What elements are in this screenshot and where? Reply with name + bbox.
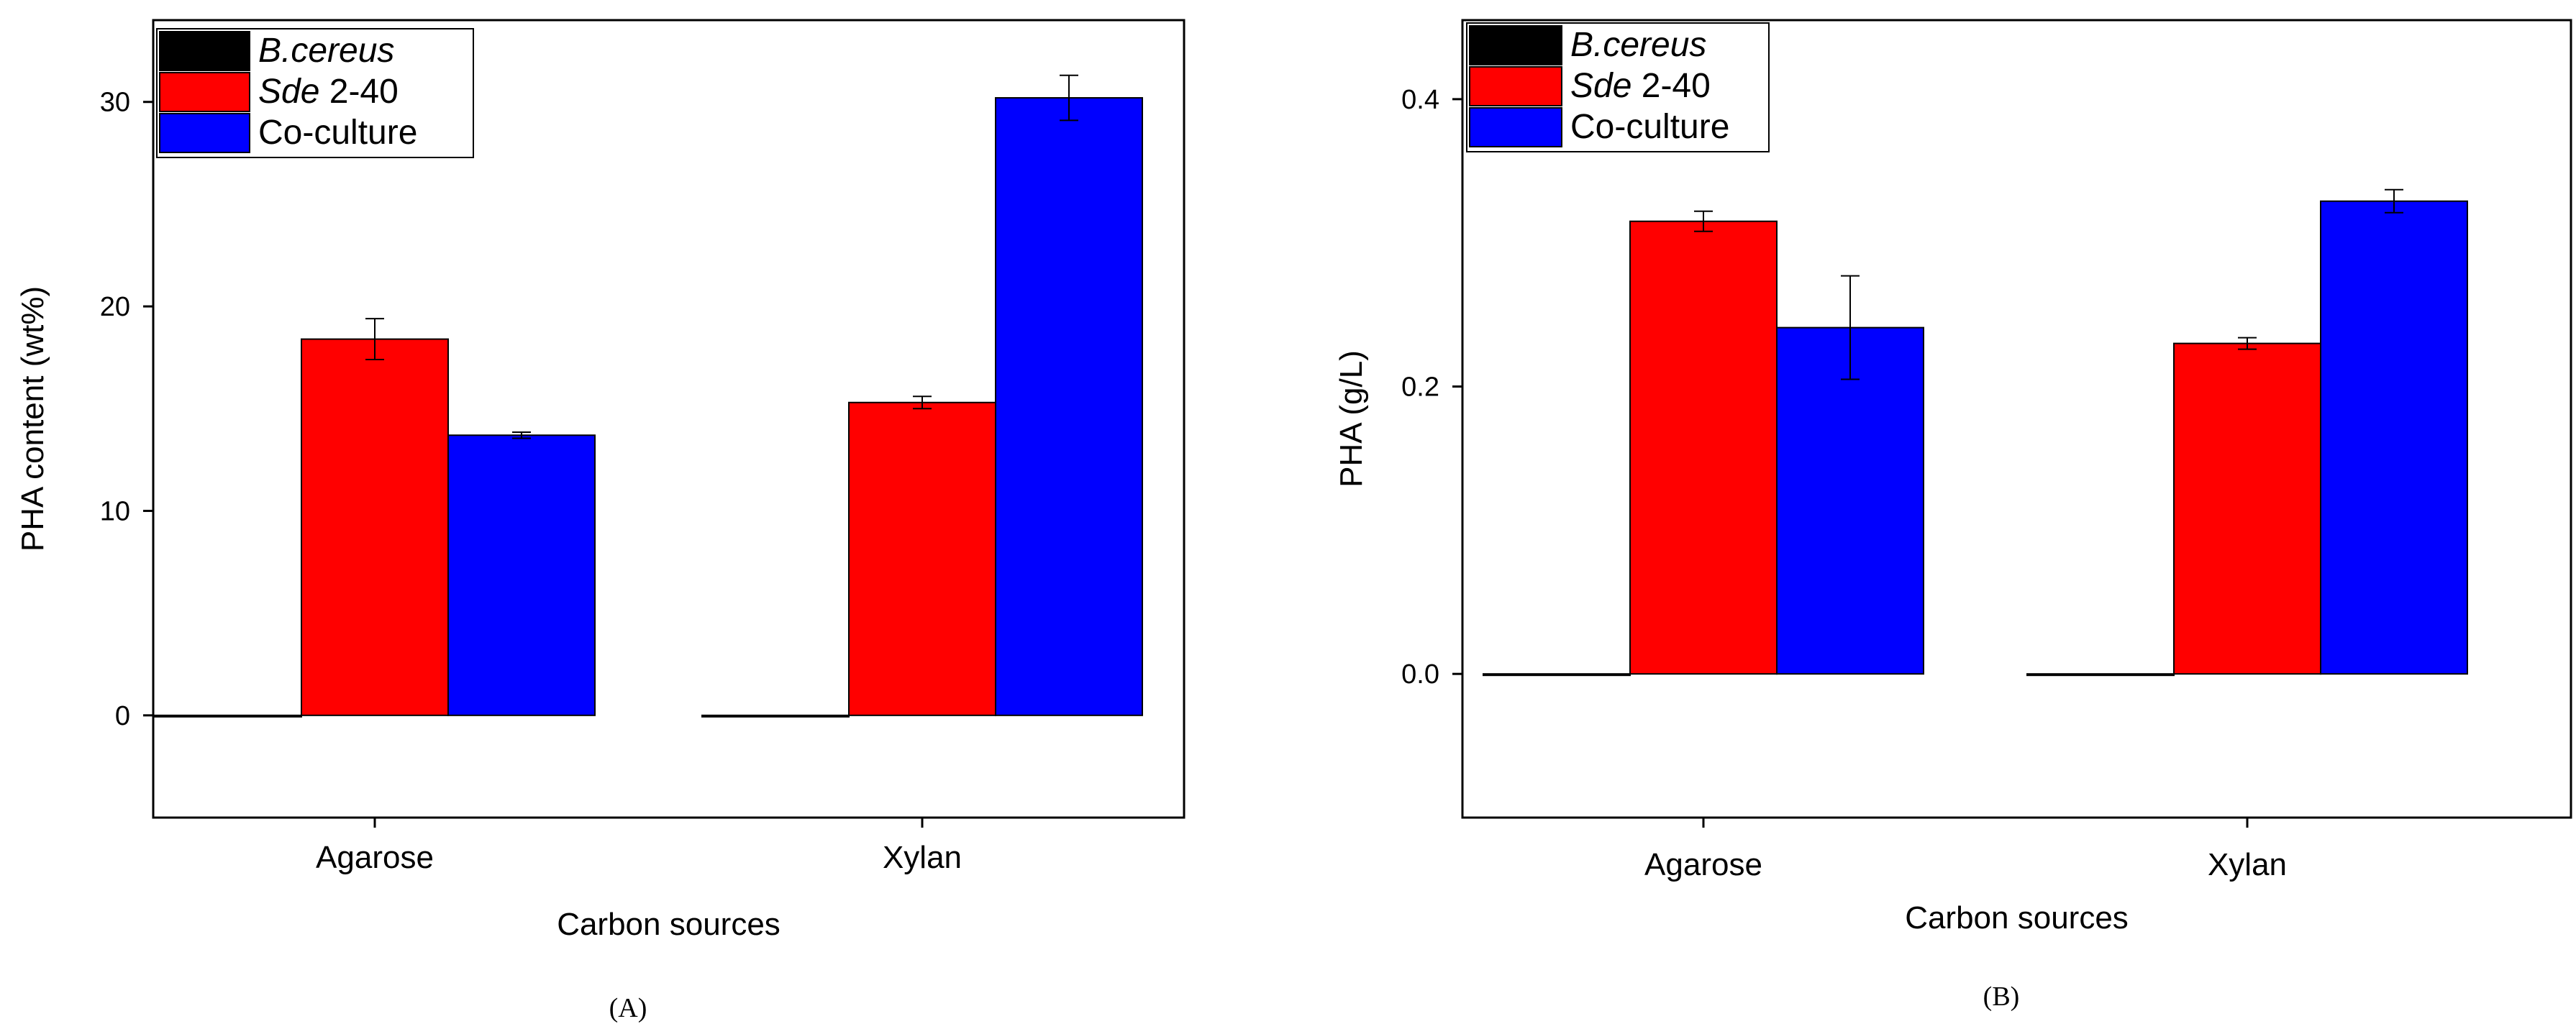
x-axis-title: Carbon sources [557, 907, 780, 942]
legend-swatch [1469, 25, 1562, 65]
legend-label: Sde 2-40 [1570, 67, 1711, 105]
bar [2173, 342, 2321, 675]
legend-label: Co-culture [1570, 108, 1729, 146]
y-axis-title: PHA (g/L) [1334, 350, 1369, 488]
panel-caption: (A) [609, 993, 647, 1023]
legend-label: Sde 2-40 [258, 73, 399, 111]
bar [1483, 673, 1631, 677]
legend-swatch [159, 72, 250, 112]
y-tick-label: 0.0 [1401, 659, 1439, 690]
x-tick-label: Xylan [883, 840, 962, 875]
chart-panel-a: Agarose Xylan 0 10 20 30 PHA content (wt%) Carb… [15, 19, 1185, 1023]
bar [301, 338, 449, 716]
bar [2320, 200, 2468, 675]
legend-swatch [159, 31, 250, 71]
x-tick-label: Xylan [2208, 847, 2287, 882]
y-tick-label: 0 [115, 701, 130, 731]
legend-swatch [1469, 66, 1562, 106]
bar [2026, 673, 2175, 677]
bar [995, 97, 1143, 716]
y-tick-label: 0.4 [1401, 85, 1439, 115]
bar [154, 714, 302, 718]
bar [701, 714, 850, 718]
panel-caption: (B) [1983, 982, 2020, 1012]
y-axis-title: PHA content (wt%) [15, 286, 50, 552]
plot-frame [1461, 19, 2572, 819]
legend-label: B.cereus [1570, 26, 1706, 64]
legend-label: B.cereus [258, 32, 394, 70]
y-tick-label: 0.2 [1401, 372, 1439, 403]
bar [447, 434, 596, 716]
plot-frame [152, 19, 1185, 819]
y-tick-label: 20 [100, 292, 130, 322]
chart-panel-b: Agarose Xylan 0.0 0.2 0.4 PHA (g/L) Carbon sou… [1334, 19, 2572, 1012]
bar [848, 401, 996, 716]
y-tick-label: 10 [100, 496, 130, 526]
legend-swatch [159, 113, 250, 153]
x-tick-label: Agarose [316, 840, 434, 875]
legend-label: Co-culture [258, 114, 417, 152]
bar [1629, 220, 1778, 675]
legend-swatch [1469, 107, 1562, 147]
x-axis-title: Carbon sources [1905, 900, 2129, 936]
y-tick-label: 30 [100, 88, 130, 118]
x-tick-label: Agarose [1644, 847, 1762, 882]
